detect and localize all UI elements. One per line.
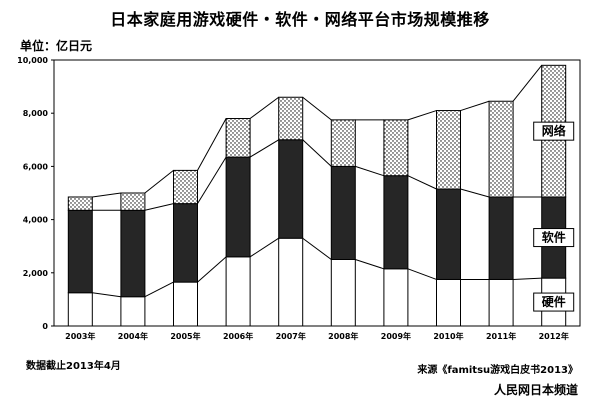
software-bar — [67, 209, 93, 294]
software-bar — [383, 175, 409, 270]
series-label: 硬件 — [542, 294, 566, 309]
connector-line — [92, 192, 121, 198]
connector-line — [460, 100, 490, 112]
software-bar — [436, 188, 461, 280]
y-tick-label: 6,000 — [23, 162, 49, 171]
software-bar — [488, 196, 514, 280]
connector-line — [512, 65, 543, 102]
network-bar — [383, 119, 409, 177]
x-tick-label: 2005年 — [170, 331, 200, 341]
hardware-bar — [383, 268, 409, 327]
y-tick-label: 0 — [42, 322, 48, 331]
connector-line — [302, 237, 332, 260]
plot-frame — [53, 59, 581, 327]
connector-line — [407, 175, 437, 190]
software-bar — [225, 156, 251, 258]
connector-line — [197, 156, 227, 204]
network-bar — [173, 169, 198, 205]
connector-line — [144, 169, 174, 194]
data-footnote: 数据截止2013年4月 — [26, 361, 121, 372]
connector-line — [249, 96, 279, 119]
y-tick-label: 8,000 — [23, 109, 49, 118]
x-tick-label: 2004年 — [118, 331, 148, 341]
x-tick-label: 2012年 — [539, 331, 569, 341]
connector-line — [197, 256, 227, 283]
network-bar — [67, 196, 93, 211]
connector-line — [513, 277, 542, 280]
connector-line — [249, 237, 279, 258]
x-tick-label: 2003年 — [65, 331, 95, 341]
x-tick-label: 2011年 — [486, 331, 516, 341]
connector-line — [92, 292, 121, 298]
y-tick-label: 4,000 — [23, 216, 49, 225]
hardware-bar — [278, 237, 304, 327]
connector-line — [197, 118, 227, 171]
hardware-bar — [488, 278, 514, 327]
hardware-bar — [436, 278, 461, 327]
x-tick-label: 2007年 — [276, 331, 306, 341]
series-label: 软件 — [542, 230, 566, 245]
connector-line — [407, 110, 437, 121]
source-note: 来源《famitsu游戏白皮书2013》 — [417, 365, 578, 376]
software-bar — [173, 203, 198, 283]
network-bar — [488, 100, 514, 198]
network-bar — [278, 96, 304, 141]
series-label-box — [533, 292, 575, 312]
y-tick-label: 2,000 — [23, 269, 49, 278]
chart-title: 日本家庭用游戏硬件・软件・网络平台市场规模推移 — [110, 10, 490, 29]
connector-line — [144, 281, 174, 298]
connector-line — [407, 268, 437, 280]
software-bar — [278, 139, 304, 239]
connector-line — [355, 165, 385, 177]
y-tick-label: 10,000 — [17, 56, 48, 65]
connector-line — [302, 96, 332, 121]
software-bar — [330, 165, 356, 260]
network-bar — [330, 119, 356, 167]
x-tick-label: 2008年 — [328, 331, 358, 341]
publisher-credit: 人民网日本频道 — [493, 383, 578, 397]
connector-line — [249, 139, 279, 158]
unit-label: 单位：亿日元 — [20, 39, 93, 53]
x-tick-label: 2009年 — [381, 331, 411, 341]
x-tick-label: 2010年 — [433, 331, 463, 341]
connector-line — [144, 203, 174, 211]
hardware-bar — [330, 259, 356, 327]
series-label: 网络 — [542, 123, 566, 138]
hardware-bar — [120, 296, 146, 327]
x-tick-label: 2006年 — [223, 331, 253, 341]
series-label-box — [533, 228, 575, 248]
connector-line — [302, 139, 332, 167]
network-bar — [436, 110, 461, 190]
network-bar — [225, 118, 251, 158]
series-label-box — [533, 121, 575, 141]
hardware-bar — [173, 281, 198, 327]
software-bar — [120, 209, 146, 298]
hardware-bar — [67, 292, 93, 327]
hardware-bar — [225, 256, 251, 327]
connector-line — [355, 259, 385, 270]
connector-line — [460, 188, 490, 198]
network-bar — [120, 192, 146, 211]
